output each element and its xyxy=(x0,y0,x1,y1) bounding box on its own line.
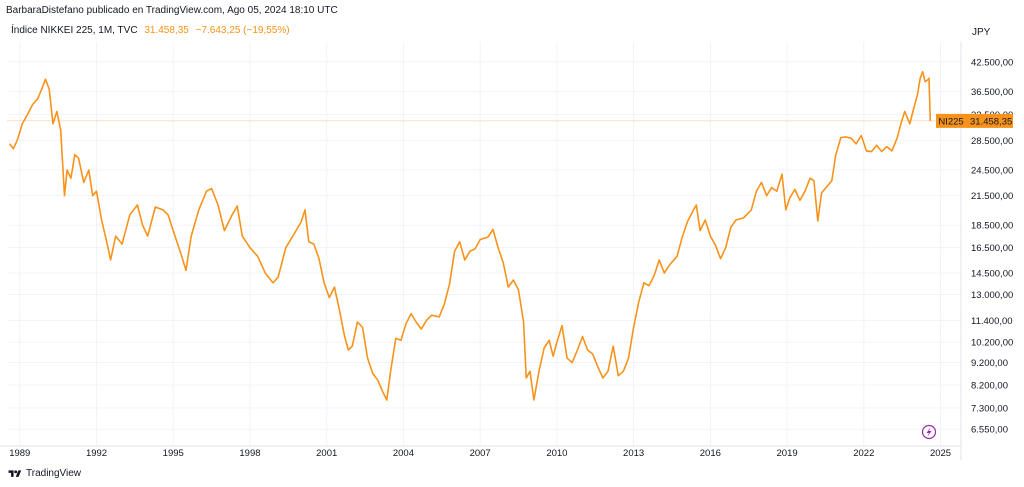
symbol-tag-background xyxy=(936,113,966,128)
lightning-icon-bolt xyxy=(926,427,932,437)
chart-legend: Índice NIKKEI 225, 1M, TVC 31.458,35 −7.… xyxy=(11,25,290,36)
chart-grid xyxy=(7,42,961,446)
x-tick-label: 2007 xyxy=(470,448,491,459)
y-tick-label: 28.500,00 xyxy=(971,136,1013,147)
y-tick-label: 9.200,00 xyxy=(971,358,1008,369)
footer-branding: TradingView xyxy=(7,468,81,479)
symbol-tag-label: NI225 xyxy=(938,116,963,127)
currency-label[interactable]: JPY xyxy=(972,27,991,38)
x-tick-label: 2019 xyxy=(777,448,798,459)
y-tick-label: 36.500,00 xyxy=(971,87,1013,98)
series-line-ni225 xyxy=(8,70,932,401)
x-tick-label: 1989 xyxy=(9,448,30,459)
x-tick-label: 2001 xyxy=(316,448,337,459)
y-tick-label: 10.200,00 xyxy=(971,338,1013,349)
y-tick-label: 8.200,00 xyxy=(971,381,1008,392)
y-tick-label: 24.500,00 xyxy=(971,166,1013,177)
legend-change: −7.643,25 (−19,55%) xyxy=(195,25,290,36)
x-tick-label: 1998 xyxy=(239,448,260,459)
y-tick-label: 6.550,00 xyxy=(971,425,1008,436)
x-tick-label: 2022 xyxy=(853,448,874,459)
tradingview-logo-icon xyxy=(8,469,22,477)
y-tick-label: 18.500,00 xyxy=(971,221,1013,232)
x-tick-label: 2016 xyxy=(700,448,721,459)
footer-brand-label: TradingView xyxy=(26,468,82,479)
y-tick-label: 42.500,00 xyxy=(971,57,1013,68)
y-tick-label: 13.000,00 xyxy=(971,290,1013,301)
legend-last-value: 31.458,35 xyxy=(144,25,189,36)
y-tick-label: 21.500,00 xyxy=(971,191,1013,202)
x-axis-ticks: 1989 1992 1995 1998 2001 2004 2007 2010 2013 2016… xyxy=(9,448,951,459)
lightning-icon-circle xyxy=(921,424,937,440)
price-tag-label: 31.458,35 xyxy=(970,116,1012,127)
x-tick-label: 2013 xyxy=(623,448,644,459)
x-tick-label: 2025 xyxy=(930,448,951,459)
y-tick-label: 11.400,00 xyxy=(971,316,1013,327)
legend-symbol: Índice NIKKEI 225, 1M, TVC xyxy=(11,25,138,36)
x-tick-label: 1992 xyxy=(86,448,107,459)
lightning-icon[interactable] xyxy=(921,424,937,440)
price-tag-background xyxy=(966,113,1013,128)
y-tick-label: 7.300,00 xyxy=(971,403,1008,414)
publish-caption: BarbaraDistefano publicado en TradingVie… xyxy=(6,5,338,16)
x-tick-label: 2004 xyxy=(393,448,414,459)
x-tick-label: 2010 xyxy=(546,448,567,459)
y-tick-label: 14.500,00 xyxy=(971,269,1013,280)
y-tick-label: 16.500,00 xyxy=(971,243,1013,254)
last-price-tag: NI225 31.458,35 xyxy=(936,113,1013,128)
x-tick-label: 1995 xyxy=(163,448,184,459)
